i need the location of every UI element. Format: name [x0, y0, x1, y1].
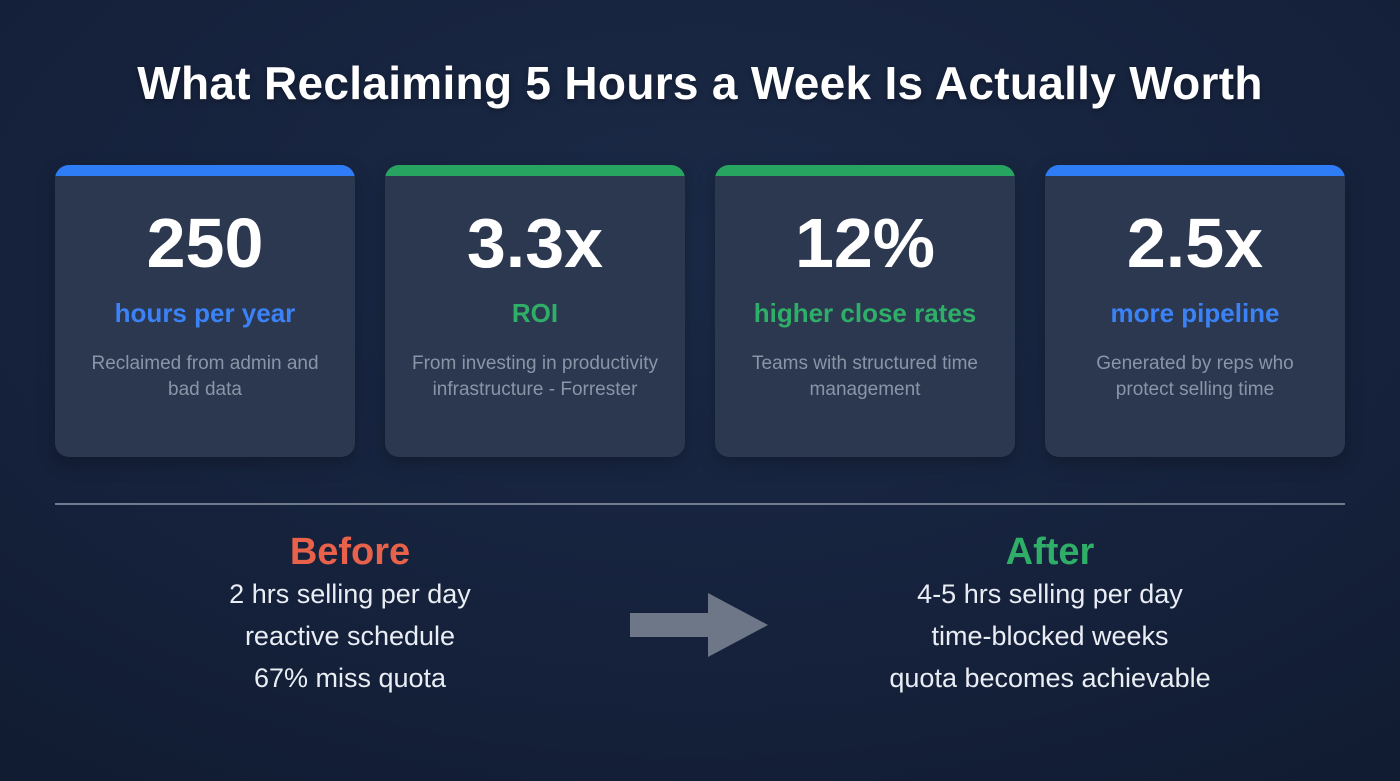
after-line: time-blocked weeks: [931, 620, 1169, 651]
stat-description: Teams with structured time management: [752, 353, 978, 401]
stat-label: hours per year: [114, 298, 296, 328]
before-line: 2 hrs selling per day: [229, 579, 471, 609]
card-accent-bar: [55, 165, 355, 176]
before-section: Before 2 hrs selling per day reactive sc…: [110, 531, 590, 700]
stat-value: 3.3x: [466, 204, 604, 282]
stat-card-hours-per-year: 250 hours per year Reclaimed from admin …: [55, 165, 355, 457]
card-accent-bar: [1045, 165, 1345, 176]
divider: [55, 503, 1345, 505]
stat-card-roi: 3.3x ROI From investing in productivity …: [385, 165, 685, 457]
stat-description: From investing in productivity infrastru…: [411, 353, 659, 401]
stat-card-close-rates: 12% higher close rates Teams with struct…: [715, 165, 1015, 457]
stat-label: more pipeline: [1110, 298, 1280, 328]
stat-value: 250: [146, 204, 264, 282]
page-title: What Reclaiming 5 Hours a Week Is Actual…: [137, 57, 1263, 109]
stat-card-pipeline: 2.5x more pipeline Generated by reps who…: [1045, 165, 1345, 457]
stat-label: ROI: [511, 298, 559, 328]
after-line: 4-5 hrs selling per day: [917, 579, 1183, 609]
stat-cards-row: 250 hours per year Reclaimed from admin …: [0, 165, 1400, 457]
before-heading: Before: [289, 531, 411, 573]
after-line: quota becomes achievable: [889, 662, 1211, 693]
right-arrow-icon: [630, 583, 770, 667]
stat-description: Reclaimed from admin and bad data: [91, 353, 319, 401]
stat-value: 12%: [794, 204, 936, 282]
card-accent-bar: [385, 165, 685, 176]
before-line: 67% miss quota: [253, 662, 447, 693]
after-section: After 4-5 hrs selling per day time-block…: [810, 531, 1290, 700]
stat-description: Generated by reps who protect selling ti…: [1096, 353, 1294, 401]
after-heading: After: [1005, 531, 1095, 573]
before-line: reactive schedule: [244, 620, 456, 651]
stat-value: 2.5x: [1126, 204, 1264, 282]
before-after-comparison: Before 2 hrs selling per day reactive sc…: [0, 531, 1400, 700]
card-accent-bar: [715, 165, 1015, 176]
stat-label: higher close rates: [753, 298, 977, 328]
